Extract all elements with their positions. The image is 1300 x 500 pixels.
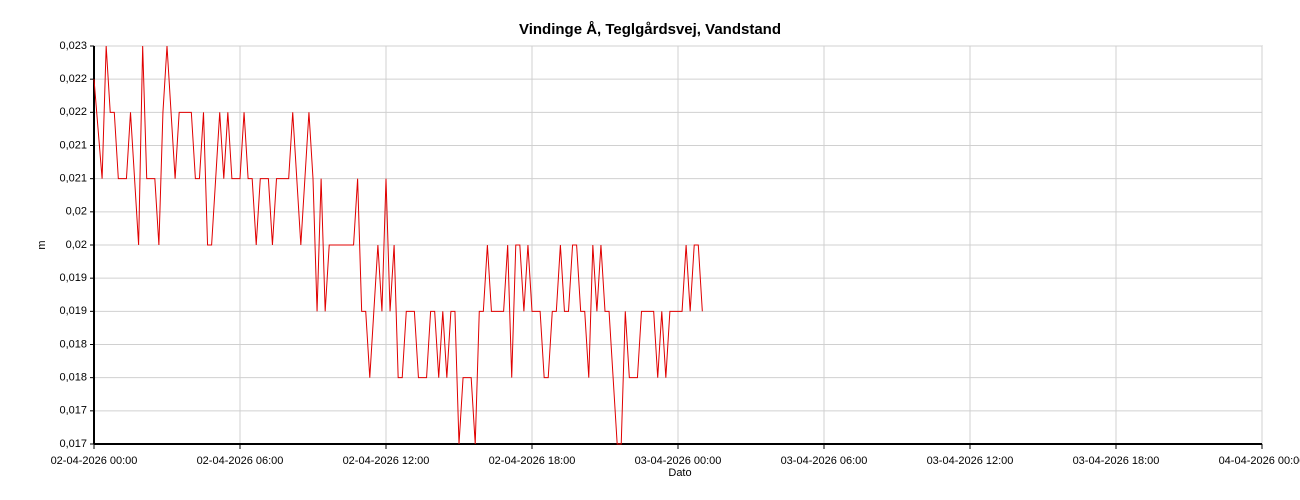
- y-tick-label: 0,02: [66, 239, 87, 251]
- y-tick-label: 0,022: [59, 73, 87, 85]
- y-tick-label: 0,021: [59, 173, 87, 185]
- y-axis-label: m: [36, 240, 48, 249]
- y-tick-label: 0,017: [59, 405, 87, 417]
- x-tick-label: 04-04-2026 00:00: [1219, 455, 1300, 467]
- y-tick-label: 0,022: [59, 106, 87, 118]
- y-tick-label: 0,021: [59, 139, 87, 151]
- x-tick-label: 02-04-2026 18:00: [489, 455, 576, 467]
- x-tick-label: 03-04-2026 12:00: [927, 455, 1014, 467]
- x-tick-label: 02-04-2026 06:00: [197, 455, 284, 467]
- y-tick-label: 0,019: [59, 305, 87, 317]
- x-axis-label: Dato: [668, 467, 691, 479]
- y-tick-label: 0,018: [59, 338, 87, 350]
- chart-title: Vindinge Å, Teglgårdsvej, Vandstand: [519, 21, 781, 38]
- y-tick-label: 0,019: [59, 272, 87, 284]
- x-tick-label: 03-04-2026 06:00: [781, 455, 868, 467]
- y-tick-label: 0,02: [66, 206, 87, 218]
- y-tick-label: 0,017: [59, 438, 87, 450]
- data-line: [93, 45, 703, 445]
- x-tick-label: 02-04-2026 00:00: [51, 455, 138, 467]
- x-tick-label: 03-04-2026 00:00: [635, 455, 722, 467]
- y-tick-label: 0,018: [59, 372, 87, 384]
- y-tick-label: 0,023: [59, 40, 87, 52]
- x-tick-label: 02-04-2026 12:00: [343, 455, 430, 467]
- x-tick-label: 03-04-2026 18:00: [1073, 455, 1160, 467]
